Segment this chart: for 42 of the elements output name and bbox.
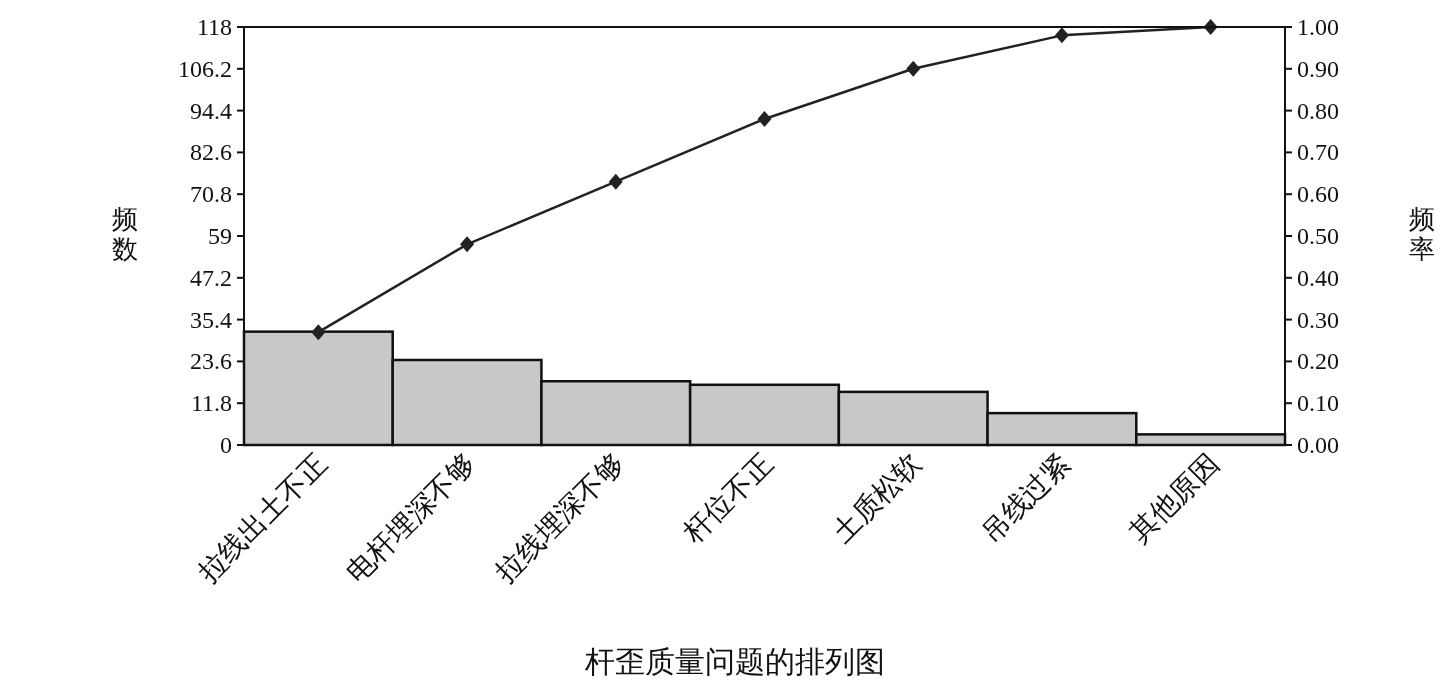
y-tick-label: 47.2 <box>190 264 232 291</box>
y2-tick-label: 0.80 <box>1297 97 1339 124</box>
y-axis-title: 频数 <box>112 205 138 264</box>
point <box>460 236 475 253</box>
text: 杆歪质量问题的排列图 <box>583 645 885 678</box>
bar <box>391 358 543 447</box>
y-tick-label: 35.4 <box>190 306 232 333</box>
y2-tick-label: 0.00 <box>1297 432 1339 458</box>
y2-tick-label: 0.90 <box>1297 55 1339 82</box>
y-tick-label: 106.2 <box>178 55 232 82</box>
y2-tick-label: 0.30 <box>1297 306 1339 333</box>
y2-tick-label: 0.60 <box>1297 181 1339 208</box>
bar <box>837 390 989 447</box>
y-tick-label: 0 <box>220 432 232 458</box>
y-tick-label: 94.4 <box>190 97 232 124</box>
bar <box>688 383 841 447</box>
y2-tick-label: 0.10 <box>1297 390 1339 417</box>
point <box>757 110 772 127</box>
x-tick-label: 土质松软 <box>826 447 928 549</box>
point <box>1054 27 1069 44</box>
y-tick-label: 82.6 <box>190 139 232 166</box>
y2-tick-label: 1.00 <box>1297 14 1339 40</box>
y2-axis-title: 频率 <box>1409 205 1435 264</box>
x-tick-label: 电杆埋深不够 <box>340 447 482 589</box>
y-tick-label: 59 <box>208 223 232 249</box>
y-tick-label: 70.8 <box>190 181 232 208</box>
x-tick-label: 其他原因 <box>1123 447 1225 549</box>
y-tick-label: 118 <box>196 14 232 40</box>
point <box>906 60 921 77</box>
y2-tick-label: 0.40 <box>1297 264 1339 291</box>
y-tick-label: 11.8 <box>190 390 232 417</box>
bar <box>986 411 1138 447</box>
point <box>311 324 326 341</box>
point <box>608 173 623 190</box>
y2-tick-label: 0.20 <box>1297 348 1339 375</box>
x-tick-label: 杆位不正 <box>676 447 779 550</box>
y-tick-label: 23.6 <box>190 348 232 375</box>
x-tick-label: 拉线埋深不够 <box>489 447 631 589</box>
x-tick-label: 吊线过紧 <box>975 447 1077 549</box>
y2-tick-label: 0.50 <box>1297 223 1339 249</box>
y2-tick-label: 0.70 <box>1297 139 1339 166</box>
bar <box>540 379 692 447</box>
